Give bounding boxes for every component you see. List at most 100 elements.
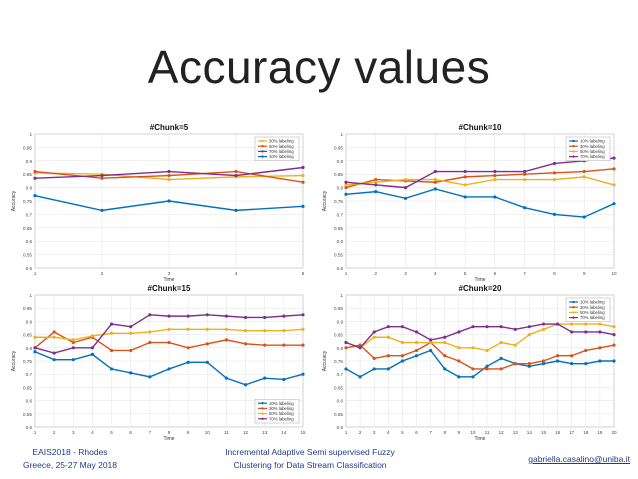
data-point xyxy=(372,330,376,334)
x-tick-label: 4 xyxy=(387,430,390,435)
x-tick-label: 4 xyxy=(235,271,238,276)
x-tick-label: 5 xyxy=(110,430,113,435)
data-point xyxy=(400,325,405,329)
data-point xyxy=(598,359,602,363)
data-point xyxy=(344,186,348,190)
data-point xyxy=(612,156,616,160)
data-point xyxy=(541,327,546,331)
data-point xyxy=(374,190,378,194)
data-point xyxy=(167,173,171,178)
data-point xyxy=(429,338,433,342)
legend-marker xyxy=(572,316,575,319)
data-point xyxy=(570,330,574,334)
data-point xyxy=(485,364,489,368)
x-tick-label: 9 xyxy=(187,430,190,435)
data-point xyxy=(52,351,56,355)
data-point xyxy=(457,346,461,350)
chart-panel-2: 0.5 0.55 0.6 0.65 0.7 0.75 0.8 0.85 0.9 0.95 1 1 2 3 4… xyxy=(322,123,617,283)
data-point xyxy=(485,348,489,353)
y-tick-label: 0.95 xyxy=(23,145,32,150)
data-point xyxy=(463,195,467,199)
data-point xyxy=(167,367,171,371)
data-point xyxy=(523,172,527,176)
series-line xyxy=(345,341,615,370)
y-tick-label: 1 xyxy=(340,132,343,137)
data-point xyxy=(301,343,305,347)
y-tick-label: 0.65 xyxy=(334,226,343,231)
x-tick-label: 1 xyxy=(345,271,348,276)
x-tick-label: 12 xyxy=(499,430,505,435)
data-point xyxy=(403,177,408,182)
x-tick-label: 1 xyxy=(34,271,37,276)
y-tick-label: 0.9 xyxy=(337,159,344,164)
data-point xyxy=(513,362,517,366)
data-point xyxy=(552,212,557,216)
data-point xyxy=(263,329,267,333)
y-tick-label: 0.75 xyxy=(334,359,343,364)
legend-entry: 50% labeling xyxy=(580,149,605,154)
data-point xyxy=(167,314,171,318)
chart-title: #Chunk=5 xyxy=(150,123,189,132)
legend-entry: 70% labeling xyxy=(580,154,605,159)
data-point xyxy=(584,322,588,326)
footer-paper-title-line1: Incremental Adaptive Semi supervised Fuz… xyxy=(225,447,395,457)
series-line xyxy=(345,323,615,349)
data-point xyxy=(463,183,467,187)
legend-marker xyxy=(261,412,264,415)
data-point xyxy=(243,315,248,320)
data-point xyxy=(205,360,209,364)
data-point xyxy=(148,340,152,345)
footer-email-link[interactable]: gabriella.casalino@uniba.it xyxy=(528,454,630,464)
data-point xyxy=(570,354,574,358)
legend-entry: 30% labeling xyxy=(269,139,294,144)
data-point xyxy=(167,199,171,203)
series-line xyxy=(345,323,615,352)
legend-entry: 50% labeling xyxy=(269,144,294,149)
y-tick-label: 0.6 xyxy=(337,399,344,404)
y-tick-label: 0.55 xyxy=(23,253,32,258)
series-line xyxy=(345,176,615,186)
data-point xyxy=(552,161,557,166)
data-point xyxy=(400,359,405,363)
legend-entry: 30% labeling xyxy=(269,406,294,411)
x-tick-label: 9 xyxy=(583,271,586,276)
data-point xyxy=(541,359,546,363)
x-tick-label: 1 xyxy=(34,430,37,435)
legend-marker xyxy=(261,155,264,158)
y-axis-label: Accuracy xyxy=(322,190,328,211)
data-point xyxy=(224,327,229,331)
x-tick-label: 6 xyxy=(415,430,418,435)
data-point xyxy=(433,177,437,182)
data-point xyxy=(263,315,267,320)
x-tick-label: 6 xyxy=(494,271,497,276)
y-tick-label: 0.75 xyxy=(334,199,343,204)
x-tick-label: 8 xyxy=(553,271,556,276)
data-point xyxy=(443,340,447,345)
data-point xyxy=(457,359,461,363)
legend-box xyxy=(254,136,300,161)
data-point xyxy=(414,340,419,345)
x-tick-label: 5 xyxy=(401,430,404,435)
x-tick-label: 10 xyxy=(205,430,211,435)
data-point xyxy=(598,346,602,350)
x-tick-label: 8 xyxy=(443,430,446,435)
data-point xyxy=(612,333,616,337)
data-point xyxy=(33,176,37,180)
data-point xyxy=(403,196,408,200)
data-point xyxy=(52,330,56,334)
data-point xyxy=(148,330,152,334)
data-point xyxy=(555,359,560,363)
data-point xyxy=(485,367,489,371)
data-point xyxy=(493,173,497,178)
data-point xyxy=(109,322,114,326)
data-point xyxy=(358,375,362,379)
data-point xyxy=(400,340,405,345)
data-point xyxy=(463,169,467,174)
data-point xyxy=(493,169,497,174)
data-point xyxy=(224,314,229,318)
data-point xyxy=(429,340,433,345)
y-tick-label: 0.5 xyxy=(337,266,344,271)
y-tick-label: 0.8 xyxy=(26,346,33,351)
data-point xyxy=(612,202,616,206)
